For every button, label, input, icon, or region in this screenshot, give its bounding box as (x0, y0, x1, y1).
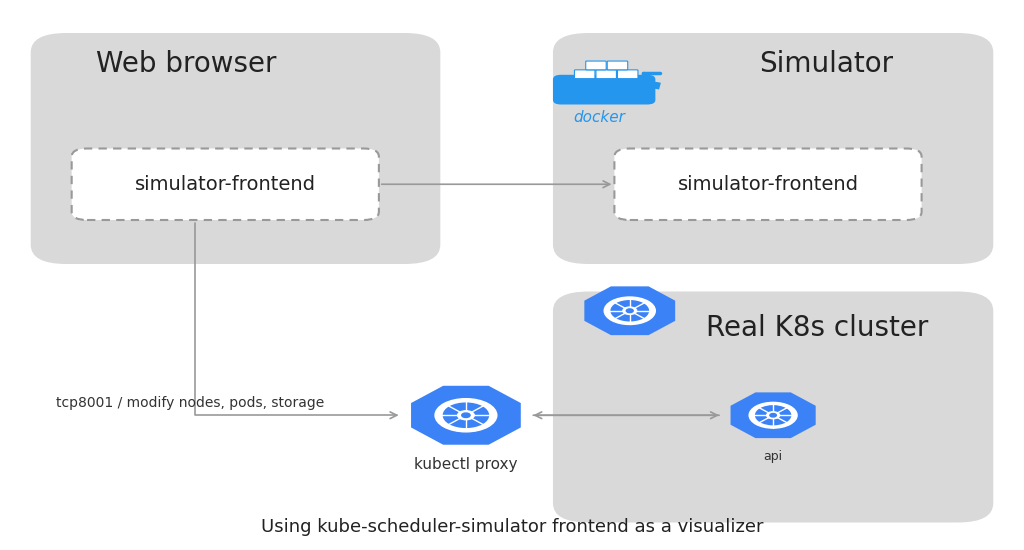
FancyBboxPatch shape (586, 61, 606, 70)
Text: Simulator: Simulator (759, 50, 893, 78)
FancyBboxPatch shape (617, 70, 638, 79)
Text: docker: docker (573, 110, 625, 125)
FancyBboxPatch shape (72, 148, 379, 220)
Circle shape (770, 414, 776, 417)
Polygon shape (585, 287, 675, 335)
Circle shape (750, 403, 797, 428)
Circle shape (462, 413, 470, 417)
FancyBboxPatch shape (596, 70, 616, 79)
Text: Real K8s cluster: Real K8s cluster (706, 314, 929, 342)
FancyBboxPatch shape (553, 33, 993, 264)
FancyBboxPatch shape (614, 148, 922, 220)
Polygon shape (730, 392, 816, 438)
Circle shape (604, 297, 655, 324)
Text: api: api (764, 450, 782, 463)
Circle shape (756, 406, 791, 425)
FancyBboxPatch shape (574, 70, 595, 79)
Text: kubectl proxy: kubectl proxy (414, 457, 518, 472)
Text: simulator-frontend: simulator-frontend (135, 175, 315, 194)
Circle shape (627, 309, 633, 312)
Text: tcp8001 / modify nodes, pods, storage: tcp8001 / modify nodes, pods, storage (56, 396, 325, 410)
Text: simulator-frontend: simulator-frontend (678, 175, 858, 194)
FancyBboxPatch shape (607, 61, 628, 70)
Polygon shape (411, 386, 521, 445)
FancyBboxPatch shape (31, 33, 440, 264)
Circle shape (611, 301, 648, 321)
Circle shape (435, 399, 497, 432)
Text: Using kube-scheduler-simulator frontend as a visualizer: Using kube-scheduler-simulator frontend … (261, 518, 763, 536)
Circle shape (458, 411, 474, 420)
Circle shape (443, 403, 488, 427)
FancyBboxPatch shape (553, 292, 993, 522)
FancyBboxPatch shape (553, 75, 655, 104)
Text: Web browser: Web browser (96, 50, 276, 78)
Circle shape (767, 412, 779, 419)
Circle shape (623, 307, 637, 315)
